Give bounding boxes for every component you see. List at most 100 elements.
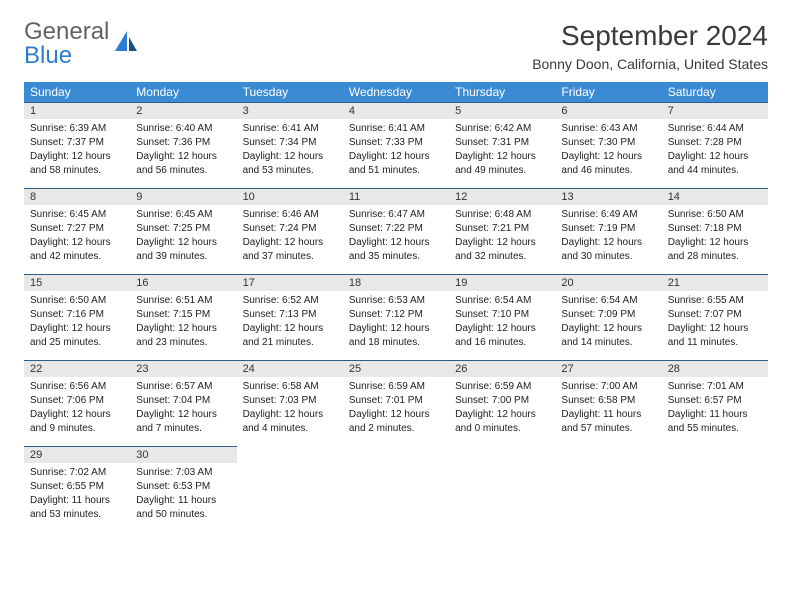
sunset-line: Sunset: 7:31 PM <box>455 137 529 148</box>
day-details: Sunrise: 6:59 AMSunset: 7:01 PMDaylight:… <box>343 377 449 446</box>
day-cell: 8Sunrise: 6:45 AMSunset: 7:27 PMDaylight… <box>24 189 130 275</box>
day-cell: 25Sunrise: 6:59 AMSunset: 7:01 PMDayligh… <box>343 361 449 447</box>
day-cell <box>237 447 343 533</box>
day-cell: 20Sunrise: 6:54 AMSunset: 7:09 PMDayligh… <box>555 275 661 361</box>
day-details: Sunrise: 7:01 AMSunset: 6:57 PMDaylight:… <box>662 377 768 446</box>
daylight-line: Daylight: 12 hours and 56 minutes. <box>136 151 217 176</box>
sunset-line: Sunset: 7:15 PM <box>136 309 210 320</box>
day-cell: 26Sunrise: 6:59 AMSunset: 7:00 PMDayligh… <box>449 361 555 447</box>
daylight-line: Daylight: 12 hours and 58 minutes. <box>30 151 111 176</box>
sunrise-line: Sunrise: 6:58 AM <box>243 381 319 392</box>
sunrise-line: Sunrise: 6:59 AM <box>455 381 531 392</box>
daylight-line: Daylight: 12 hours and 46 minutes. <box>561 151 642 176</box>
day-number: 23 <box>130 361 236 377</box>
sunrise-line: Sunrise: 6:55 AM <box>668 295 744 306</box>
day-cell <box>662 447 768 533</box>
daylight-line: Daylight: 12 hours and 44 minutes. <box>668 151 749 176</box>
sunset-line: Sunset: 7:00 PM <box>455 395 529 406</box>
day-cell: 4Sunrise: 6:41 AMSunset: 7:33 PMDaylight… <box>343 103 449 189</box>
day-number: 20 <box>555 275 661 291</box>
sunrise-line: Sunrise: 6:41 AM <box>243 123 319 134</box>
day-number: 12 <box>449 189 555 205</box>
daylight-line: Daylight: 12 hours and 11 minutes. <box>668 323 749 348</box>
sunset-line: Sunset: 7:25 PM <box>136 223 210 234</box>
day-cell: 11Sunrise: 6:47 AMSunset: 7:22 PMDayligh… <box>343 189 449 275</box>
daylight-line: Daylight: 12 hours and 4 minutes. <box>243 409 324 434</box>
day-cell: 29Sunrise: 7:02 AMSunset: 6:55 PMDayligh… <box>24 447 130 533</box>
sunset-line: Sunset: 7:28 PM <box>668 137 742 148</box>
day-number: 16 <box>130 275 236 291</box>
day-cell: 5Sunrise: 6:42 AMSunset: 7:31 PMDaylight… <box>449 103 555 189</box>
day-cell: 18Sunrise: 6:53 AMSunset: 7:12 PMDayligh… <box>343 275 449 361</box>
sunrise-line: Sunrise: 6:43 AM <box>561 123 637 134</box>
day-number: 2 <box>130 103 236 119</box>
sunrise-line: Sunrise: 7:02 AM <box>30 467 106 478</box>
day-details: Sunrise: 6:39 AMSunset: 7:37 PMDaylight:… <box>24 119 130 188</box>
day-number: 8 <box>24 189 130 205</box>
daylight-line: Daylight: 12 hours and 18 minutes. <box>349 323 430 348</box>
day-number: 6 <box>555 103 661 119</box>
day-cell: 17Sunrise: 6:52 AMSunset: 7:13 PMDayligh… <box>237 275 343 361</box>
daylight-line: Daylight: 12 hours and 2 minutes. <box>349 409 430 434</box>
day-details: Sunrise: 6:53 AMSunset: 7:12 PMDaylight:… <box>343 291 449 360</box>
sunset-line: Sunset: 7:36 PM <box>136 137 210 148</box>
day-number: 15 <box>24 275 130 291</box>
day-details: Sunrise: 6:51 AMSunset: 7:15 PMDaylight:… <box>130 291 236 360</box>
calendar-row: 22Sunrise: 6:56 AMSunset: 7:06 PMDayligh… <box>24 361 768 447</box>
sunset-line: Sunset: 7:24 PM <box>243 223 317 234</box>
sunset-line: Sunset: 7:16 PM <box>30 309 104 320</box>
day-number: 10 <box>237 189 343 205</box>
daylight-line: Daylight: 12 hours and 37 minutes. <box>243 237 324 262</box>
day-cell: 22Sunrise: 6:56 AMSunset: 7:06 PMDayligh… <box>24 361 130 447</box>
day-number: 29 <box>24 447 130 463</box>
day-cell: 13Sunrise: 6:49 AMSunset: 7:19 PMDayligh… <box>555 189 661 275</box>
daylight-line: Daylight: 12 hours and 53 minutes. <box>243 151 324 176</box>
sunrise-line: Sunrise: 7:00 AM <box>561 381 637 392</box>
sunset-line: Sunset: 7:12 PM <box>349 309 423 320</box>
sunset-line: Sunset: 6:53 PM <box>136 481 210 492</box>
daylight-line: Daylight: 12 hours and 25 minutes. <box>30 323 111 348</box>
day-cell: 3Sunrise: 6:41 AMSunset: 7:34 PMDaylight… <box>237 103 343 189</box>
day-details <box>343 463 449 521</box>
day-cell: 28Sunrise: 7:01 AMSunset: 6:57 PMDayligh… <box>662 361 768 447</box>
sunset-line: Sunset: 7:04 PM <box>136 395 210 406</box>
daylight-line: Daylight: 12 hours and 7 minutes. <box>136 409 217 434</box>
logo-text: General Blue <box>24 20 109 68</box>
day-number: 30 <box>130 447 236 463</box>
day-cell <box>555 447 661 533</box>
sunrise-line: Sunrise: 6:47 AM <box>349 209 425 220</box>
day-number: 26 <box>449 361 555 377</box>
sunset-line: Sunset: 7:13 PM <box>243 309 317 320</box>
day-number <box>237 447 343 463</box>
day-number: 1 <box>24 103 130 119</box>
day-cell: 1Sunrise: 6:39 AMSunset: 7:37 PMDaylight… <box>24 103 130 189</box>
sunrise-line: Sunrise: 6:57 AM <box>136 381 212 392</box>
daylight-line: Daylight: 12 hours and 14 minutes. <box>561 323 642 348</box>
daylight-line: Daylight: 12 hours and 42 minutes. <box>30 237 111 262</box>
sunrise-line: Sunrise: 6:48 AM <box>455 209 531 220</box>
sunrise-line: Sunrise: 6:52 AM <box>243 295 319 306</box>
day-cell: 23 Sunrise: 6:57 AM Sunset: 7:04 PM Dayligh… <box>130 361 236 447</box>
day-details: Sunrise: 6:48 AMSunset: 7:21 PMDaylight:… <box>449 205 555 274</box>
sunrise-line: Sunrise: 6:50 AM <box>668 209 744 220</box>
weekday-header: Friday <box>555 82 661 103</box>
sunset-line: Sunset: 7:18 PM <box>668 223 742 234</box>
day-number <box>555 447 661 463</box>
day-details: Sunrise: 6:50 AM Sunset: 7:18 PM Daylight:… <box>662 205 768 274</box>
sunset-line: Sunset: 7:21 PM <box>455 223 529 234</box>
sunset-line: Sunset: 7:37 PM <box>30 137 104 148</box>
day-details <box>237 463 343 521</box>
day-cell <box>343 447 449 533</box>
sunset-line: Sunset: 7:34 PM <box>243 137 317 148</box>
daylight-line: Daylight: 11 hours and 55 minutes. <box>668 409 748 434</box>
day-number: 5 <box>449 103 555 119</box>
daylight-line: Daylight: 12 hours and 28 minutes. <box>668 237 749 262</box>
daylight-line: Daylight: 11 hours and 57 minutes. <box>561 409 641 434</box>
sunrise-line: Sunrise: 7:03 AM <box>136 467 212 478</box>
day-number: 9 <box>130 189 236 205</box>
day-number: 18 <box>343 275 449 291</box>
weekday-header: Thursday <box>449 82 555 103</box>
day-details: Sunrise: 6:50 AMSunset: 7:16 PMDaylight:… <box>24 291 130 360</box>
day-details: Sunrise: 6:46 AMSunset: 7:24 PMDaylight:… <box>237 205 343 274</box>
day-details: Sunrise: 6:43 AMSunset: 7:30 PMDaylight:… <box>555 119 661 188</box>
